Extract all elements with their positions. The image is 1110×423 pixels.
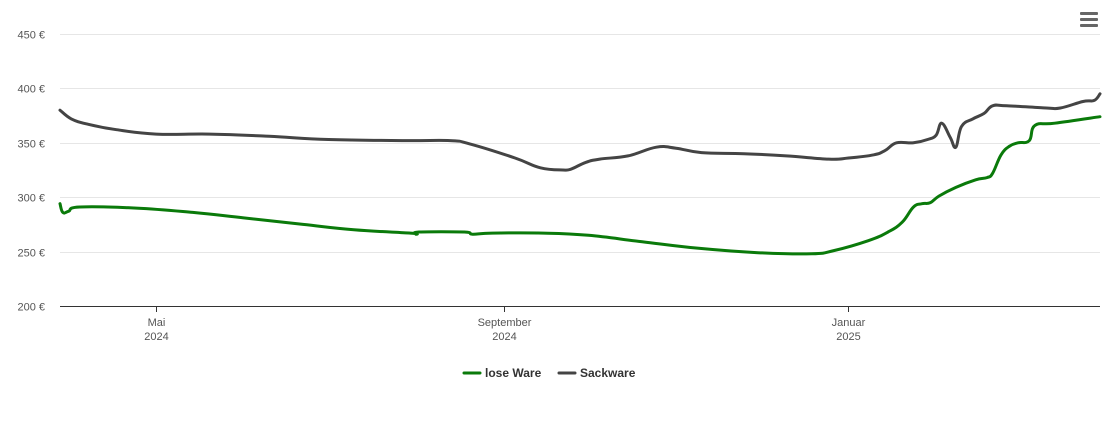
x-tick-label-year: 2024 [492,331,516,343]
grid-lines [60,34,1100,253]
series-line-lose-ware[interactable] [58,115,1102,256]
series-line-sackware[interactable] [58,92,1102,172]
x-tick-label-month: September [478,317,532,329]
series-lines [58,92,1102,256]
y-tick-label: 300 € [17,193,45,205]
axes: 200 € 250 € 300 € 350 € 400 € 450 € Mai 2024 Sep… [17,30,1100,343]
hamburger-menu-icon[interactable] [1078,12,1100,32]
y-tick-label: 400 € [17,84,45,96]
x-tick-label-month: Mai [148,317,166,329]
legend: lose Ware Sackware [462,366,636,380]
legend-item-sackware[interactable]: Sackware [557,366,636,380]
legend-label: lose Ware [485,366,542,380]
y-tick-label: 350 € [17,139,45,151]
y-tick-label: 450 € [17,30,45,42]
x-tick-label-month: Januar [832,317,866,329]
x-tick-label-year: 2024 [144,331,168,343]
legend-label: Sackware [580,366,636,380]
y-tick-label: 200 € [17,302,45,314]
x-tick-label-year: 2025 [836,331,860,343]
y-tick-label: 250 € [17,248,45,260]
legend-item-lose-ware[interactable]: lose Ware [462,366,542,380]
